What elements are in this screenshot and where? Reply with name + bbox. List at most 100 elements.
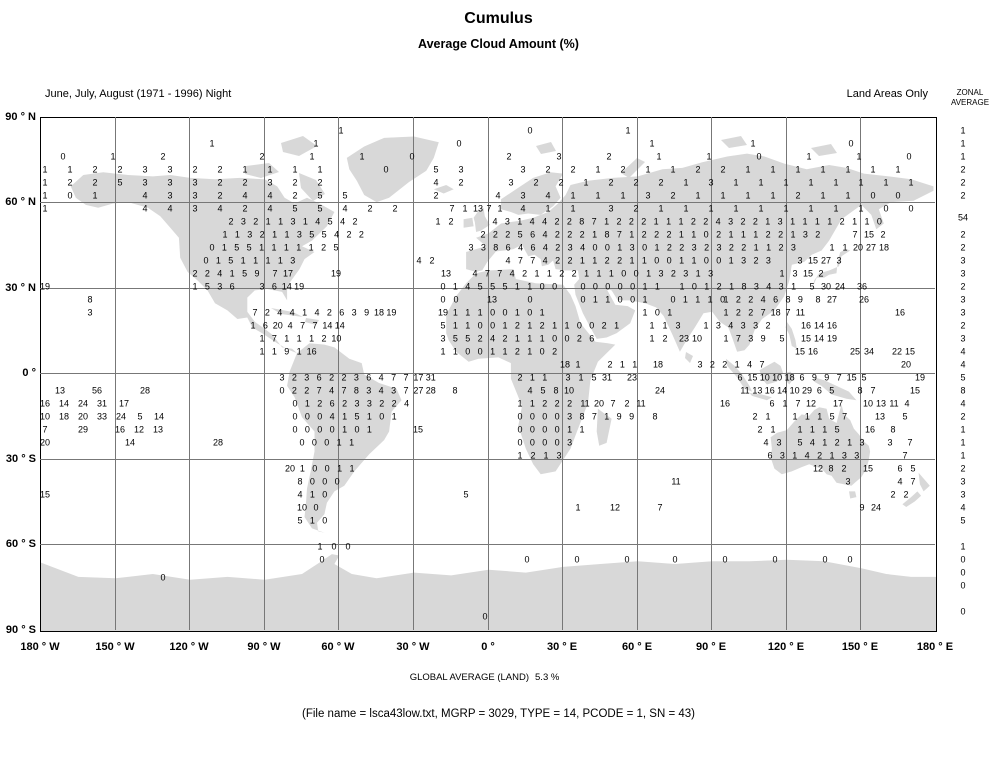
- grid-value: 1: [596, 268, 602, 279]
- grid-value: 3: [777, 216, 783, 227]
- file-info-line: (File name = lsca43low.txt, MGRP = 3029,…: [302, 708, 695, 720]
- grid-value: 1: [302, 307, 308, 318]
- grid-value: 2: [321, 242, 327, 253]
- grid-value: 4: [763, 437, 769, 448]
- grid-value: 6: [767, 450, 773, 461]
- grid-value: 2: [517, 372, 523, 383]
- grid-value: 3: [167, 190, 173, 201]
- grid-value: 0: [876, 216, 882, 227]
- grid-value: 1: [229, 268, 235, 279]
- island-novaya-zemlya: [621, 158, 645, 178]
- grid-value: 3: [715, 320, 721, 331]
- grid-value: 0: [552, 333, 558, 344]
- grid-value: 2: [778, 229, 784, 240]
- grid-value: 1: [649, 320, 655, 331]
- grid-value: 5: [321, 229, 327, 240]
- grid-value: 7: [271, 333, 277, 344]
- grid-value: 0: [633, 268, 639, 279]
- grid-value: 1: [42, 203, 48, 214]
- grid-value: 2: [666, 242, 672, 253]
- grid-value: 2: [703, 216, 709, 227]
- grid-value: 5: [327, 216, 333, 227]
- grid-value: 2: [720, 164, 726, 175]
- grid-value: 3: [290, 216, 296, 227]
- grid-value: 2: [566, 216, 572, 227]
- grid-value: 1: [656, 151, 662, 162]
- grid-value: 0: [642, 242, 648, 253]
- grid-value: 1: [795, 164, 801, 175]
- grid-value: 56: [91, 385, 103, 396]
- grid-value: 5: [228, 255, 234, 266]
- grid-value: 0: [354, 424, 360, 435]
- grid-value: 2: [752, 411, 758, 422]
- grid-value: 18: [784, 372, 795, 383]
- grid-value: 1: [829, 242, 835, 253]
- grid-value: 4: [416, 255, 422, 266]
- grid-value: 6: [271, 281, 277, 292]
- grid-value: 3: [267, 177, 273, 188]
- grid-value: 15: [747, 372, 758, 383]
- grid-value: 3: [740, 320, 746, 331]
- grid-value: 0: [331, 541, 337, 552]
- grid-value: 10: [39, 411, 51, 422]
- island-madagascar: [596, 408, 612, 446]
- grid-value: 1: [542, 372, 548, 383]
- grid-value: 7: [272, 268, 278, 279]
- grid-value: 1: [452, 320, 458, 331]
- grid-value: 2: [533, 177, 539, 188]
- grid-value: 0: [345, 541, 351, 552]
- grid-value: 1: [858, 177, 864, 188]
- grid-value: 3: [675, 320, 681, 331]
- grid-value: 1: [539, 307, 545, 318]
- grid-value: 4: [804, 450, 810, 461]
- grid-value: 7: [341, 385, 347, 396]
- grid-value: 2: [765, 320, 771, 331]
- grid-value: 0: [604, 242, 610, 253]
- island-cuba: [271, 308, 303, 317]
- grid-value: 18: [559, 359, 571, 370]
- y-axis-tick-label: 0 °: [22, 367, 36, 379]
- grid-value: 2: [633, 203, 639, 214]
- grid-value: 6: [769, 398, 775, 409]
- grid-value: 4: [433, 177, 439, 188]
- grid-value: 0: [542, 424, 548, 435]
- grid-value: 2: [352, 216, 358, 227]
- grid-value: 1: [779, 268, 785, 279]
- grid-value: 1: [845, 190, 851, 201]
- grid-value: 1: [783, 177, 789, 188]
- grid-value: 1: [514, 281, 520, 292]
- grid-value: 2: [607, 359, 613, 370]
- grid-value: 1: [497, 203, 503, 214]
- grid-value: 3: [887, 437, 893, 448]
- grid-value: 8: [579, 216, 585, 227]
- grid-value: 2: [815, 229, 821, 240]
- grid-value: 5: [137, 411, 143, 422]
- grid-value: 1: [847, 437, 853, 448]
- grid-value: 1: [804, 411, 810, 422]
- grid-value: 1: [490, 346, 496, 357]
- grid-value: 2: [571, 268, 577, 279]
- grid-value: 20: [593, 398, 605, 409]
- grid-value: 4: [340, 216, 346, 227]
- grid-value: 0: [847, 554, 853, 565]
- grid-value: 2: [217, 164, 223, 175]
- grid-value: 4: [527, 385, 533, 396]
- grid-value: 2: [654, 229, 660, 240]
- zonal-average-value: 2: [960, 320, 966, 331]
- grid-value: 0: [589, 320, 595, 331]
- grid-value: 19: [437, 307, 449, 318]
- grid-value: 1: [242, 164, 248, 175]
- grid-value: 2: [554, 216, 560, 227]
- grid-value: 4: [897, 476, 903, 487]
- grid-value: 6: [329, 398, 335, 409]
- grid-value: 3: [290, 255, 296, 266]
- grid-value: 20: [852, 242, 864, 253]
- grid-value: 2: [545, 164, 551, 175]
- grid-value: 1: [745, 190, 751, 201]
- grid-value: 1: [435, 216, 441, 227]
- grid-value: 0: [502, 307, 508, 318]
- island-baffin: [299, 173, 325, 201]
- grid-value: 0: [517, 411, 523, 422]
- grid-value: 17: [282, 268, 294, 279]
- grid-value: 0: [554, 437, 560, 448]
